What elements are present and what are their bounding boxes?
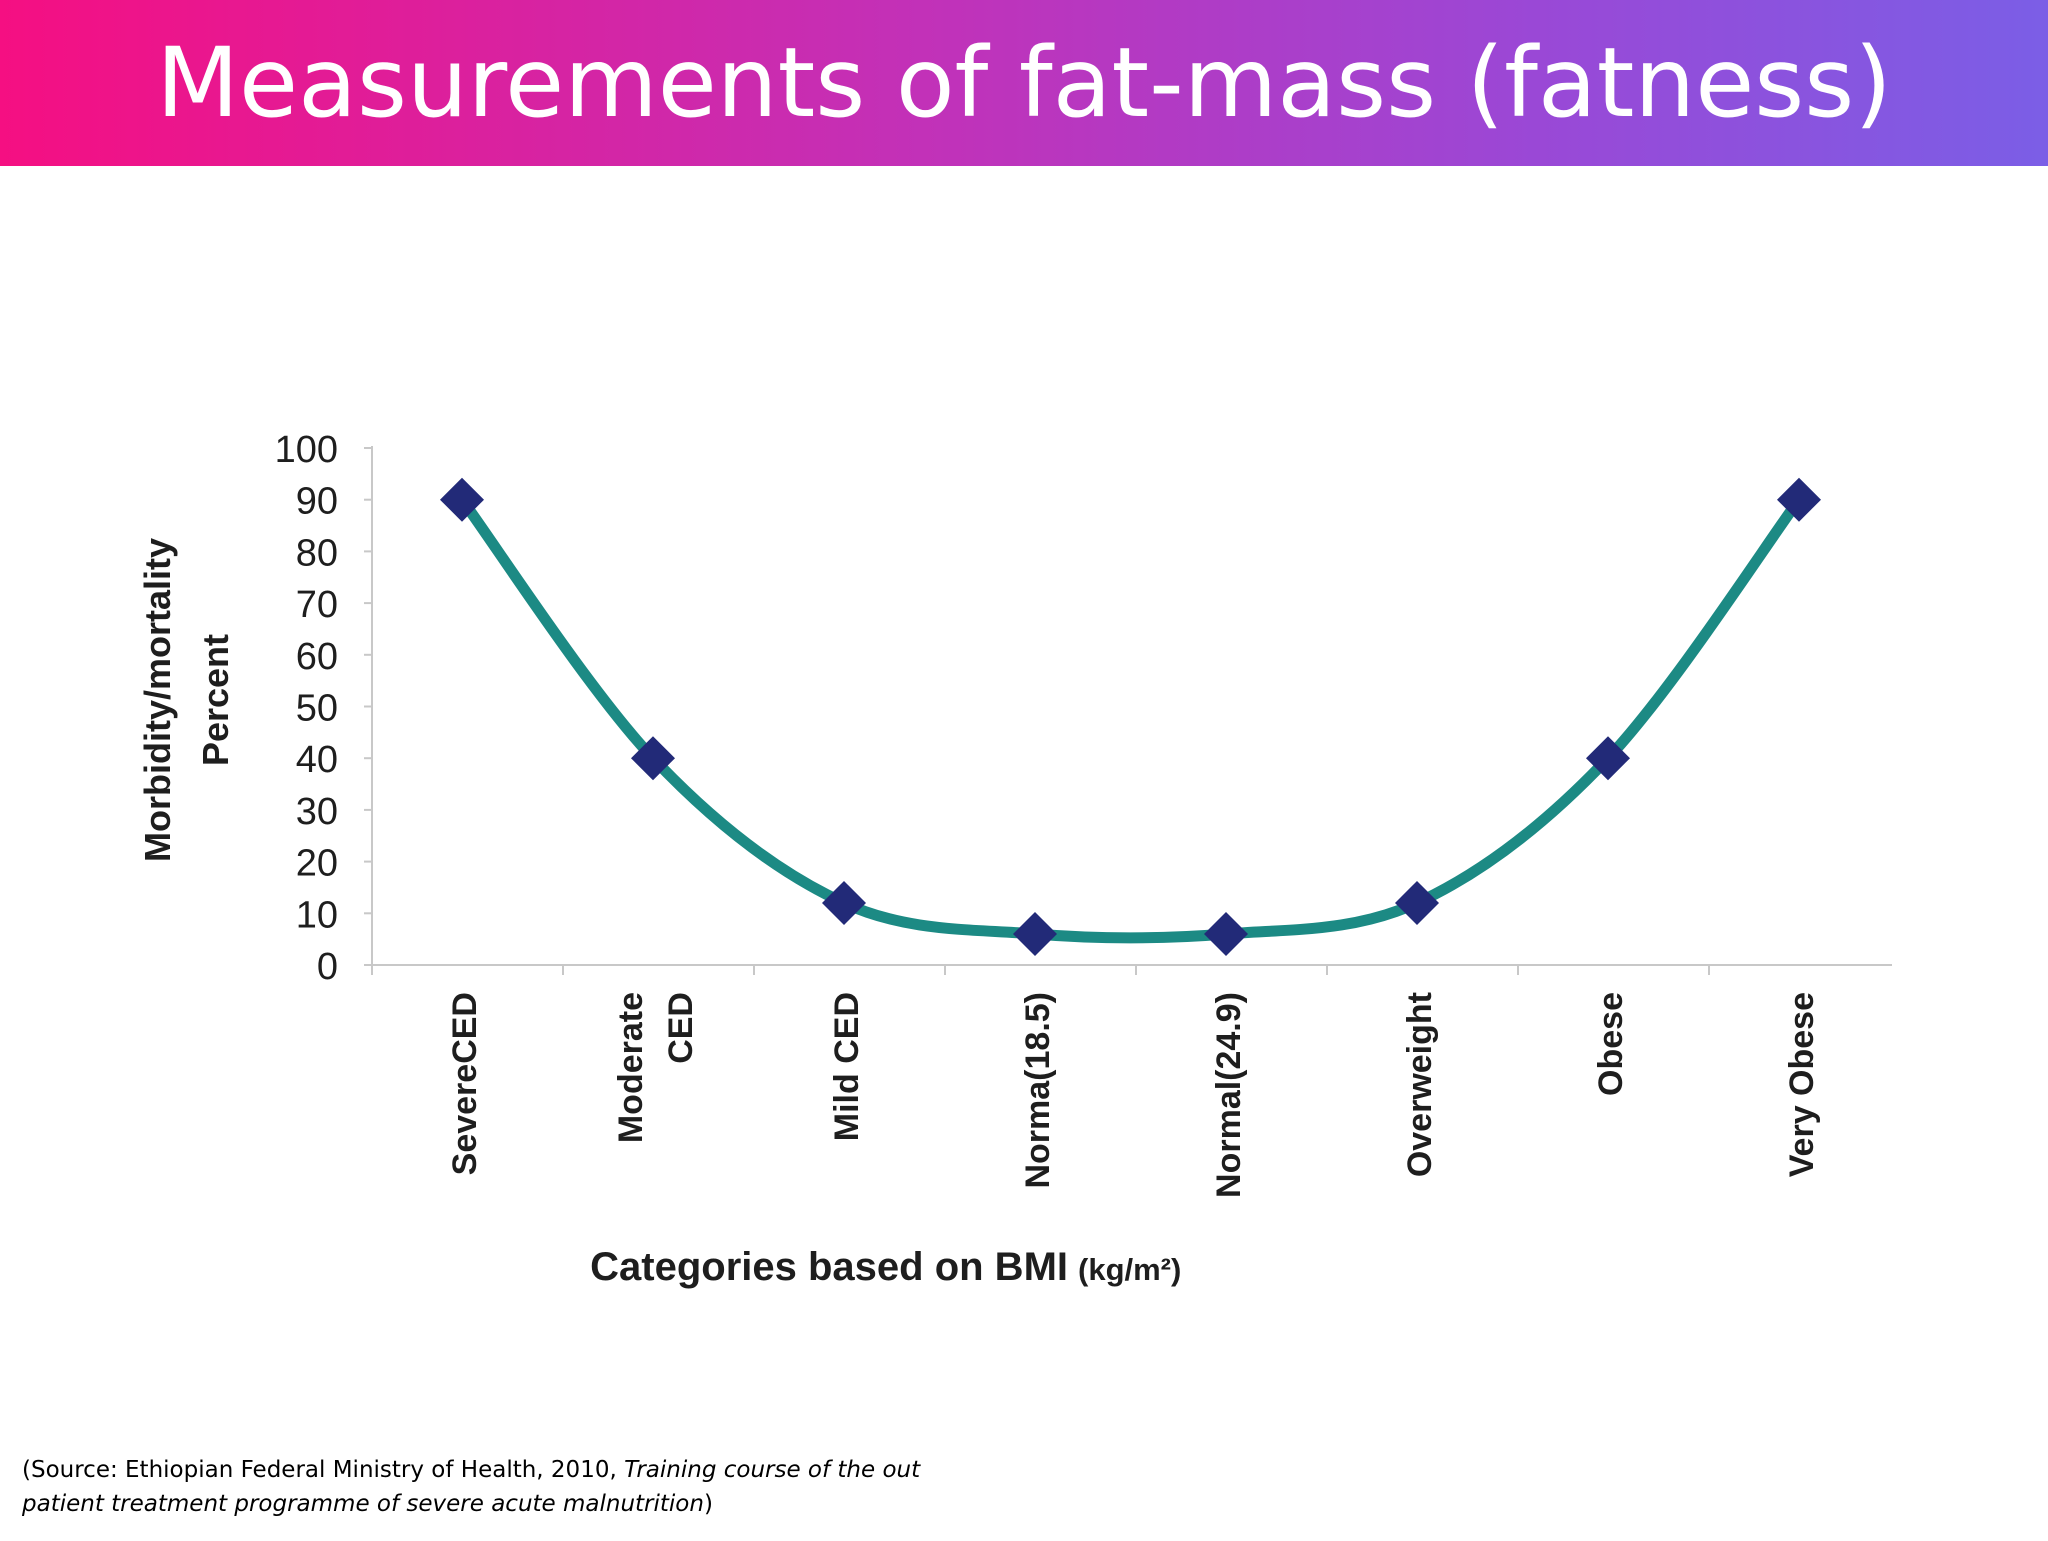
x-category-label: Very Obese (1783, 992, 1821, 1177)
title-bar (0, 0, 2048, 166)
data-point-marker (1013, 911, 1057, 956)
y-tick-label: 70 (296, 584, 338, 626)
data-point-marker (822, 880, 866, 925)
y-tick-label: 80 (296, 532, 338, 574)
x-axis-unit: (kg/m²) (1078, 1252, 1181, 1287)
y-axis-title-line1: Morbidity/mortality (137, 538, 178, 862)
source-citation: (Source: Ethiopian Federal Ministry of H… (22, 1453, 982, 1521)
slide-title: Measurements of fat-mass (fatness) (156, 27, 1892, 139)
y-tick-label: 90 (296, 481, 338, 523)
x-axis-title: Categories based on BMI (590, 1245, 1068, 1289)
x-category-label: CED (662, 992, 700, 1064)
x-category-label: Obese (1592, 992, 1630, 1096)
x-category-label: Normal(24.9) (1210, 992, 1248, 1198)
y-tick-label: 50 (296, 688, 338, 730)
x-category-label: SevereCED (446, 992, 484, 1175)
data-point-marker (1395, 880, 1439, 925)
series-line (456, 494, 1805, 944)
y-tick-label: 10 (296, 894, 338, 936)
data-point-marker (631, 736, 675, 781)
x-category-label: Mild CED (828, 992, 866, 1141)
x-category-label: Norma(18.5) (1019, 992, 1057, 1189)
data-point-marker (1204, 911, 1248, 956)
data-point-marker (1777, 477, 1821, 522)
x-category-label: Moderate (612, 992, 650, 1143)
source-suffix: ) (703, 1491, 713, 1517)
source-prefix: (Source: Ethiopian Federal Ministry of H… (22, 1457, 625, 1483)
y-tick-label: 0 (317, 946, 338, 988)
y-tick-label: 60 (296, 636, 338, 678)
y-tick-label: 40 (296, 739, 338, 781)
y-axis-title-line2: Percent (195, 634, 236, 766)
source-title: Training course of the out patient treat… (22, 1457, 921, 1517)
data-point-marker (440, 477, 484, 522)
x-category-label: Overweight (1401, 992, 1439, 1177)
y-tick-label: 30 (296, 791, 338, 833)
y-tick-label: 20 (296, 843, 338, 885)
data-point-marker (1586, 736, 1630, 781)
y-tick-label: 100 (275, 429, 338, 471)
